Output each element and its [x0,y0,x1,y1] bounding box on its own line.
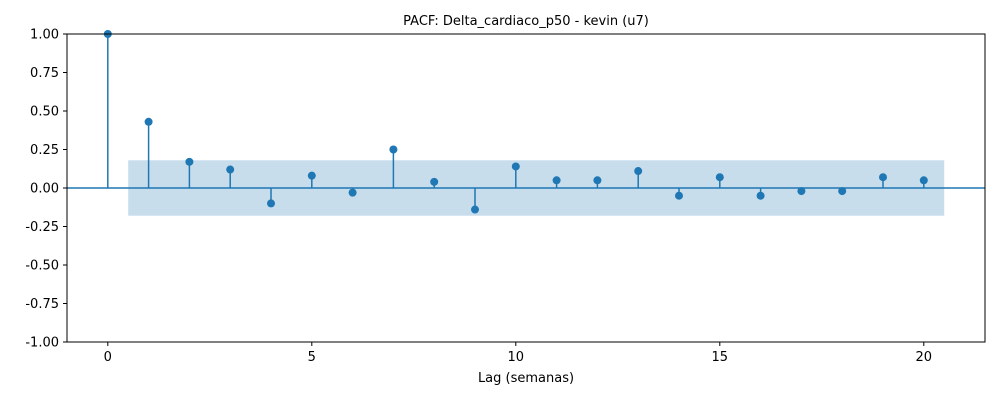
y-tick-label: 0.75 [30,66,59,81]
stem-marker-lag-5 [307,171,316,180]
stem-marker-lag-4 [267,199,275,208]
stem-marker-lag-12 [593,176,602,185]
x-tick-label: 5 [308,350,316,365]
stem-marker-lag-20 [919,176,928,185]
stem-marker-lag-1 [144,117,153,126]
y-tick-label: 0.25 [30,143,59,158]
y-tick-label: -0.75 [25,297,59,312]
stem-marker-lag-9 [471,205,479,214]
y-axis-ticks: -1.00 -0.75 -0.50 -0.25 0.00 0.25 0.50 0.75 1.00 [25,28,67,351]
stem-marker-lag-6 [348,188,357,197]
stem-marker-lag-16 [756,191,765,200]
x-axis-ticks: 0 5 10 15 20 [104,342,932,365]
stem-marker-lag-2 [185,157,194,166]
stem-marker-lag-11 [552,176,561,185]
x-axis-label: Lag (semanas) [478,371,574,386]
x-tick-label: 10 [508,350,525,365]
stem-marker-lag-18 [838,187,847,196]
stem-marker-lag-13 [634,167,643,176]
stem-marker-lag-10 [511,162,520,171]
x-tick-label: 15 [712,350,729,365]
stem-marker-lag-17 [797,187,806,196]
stem-marker-lag-14 [675,191,683,200]
stem-marker-lag-3 [226,165,235,174]
chart-title: PACF: Delta_cardiaco_p50 - kevin (u7) [403,14,649,29]
stem-marker-lag-7 [389,145,398,154]
y-tick-label: -0.50 [25,259,59,274]
stem-marker-lag-15 [715,173,724,182]
y-tick-label: -0.25 [25,220,59,235]
x-tick-label: 0 [104,350,112,365]
x-tick-label: 20 [916,350,933,365]
y-tick-label: 0.00 [30,182,59,197]
y-tick-label: 1.00 [30,28,59,43]
y-tick-label: -1.00 [25,336,59,351]
stems-layer [103,30,928,214]
stem-marker-lag-19 [879,173,887,182]
stem-marker-lag-8 [430,177,439,186]
y-tick-label: 0.50 [30,105,59,120]
